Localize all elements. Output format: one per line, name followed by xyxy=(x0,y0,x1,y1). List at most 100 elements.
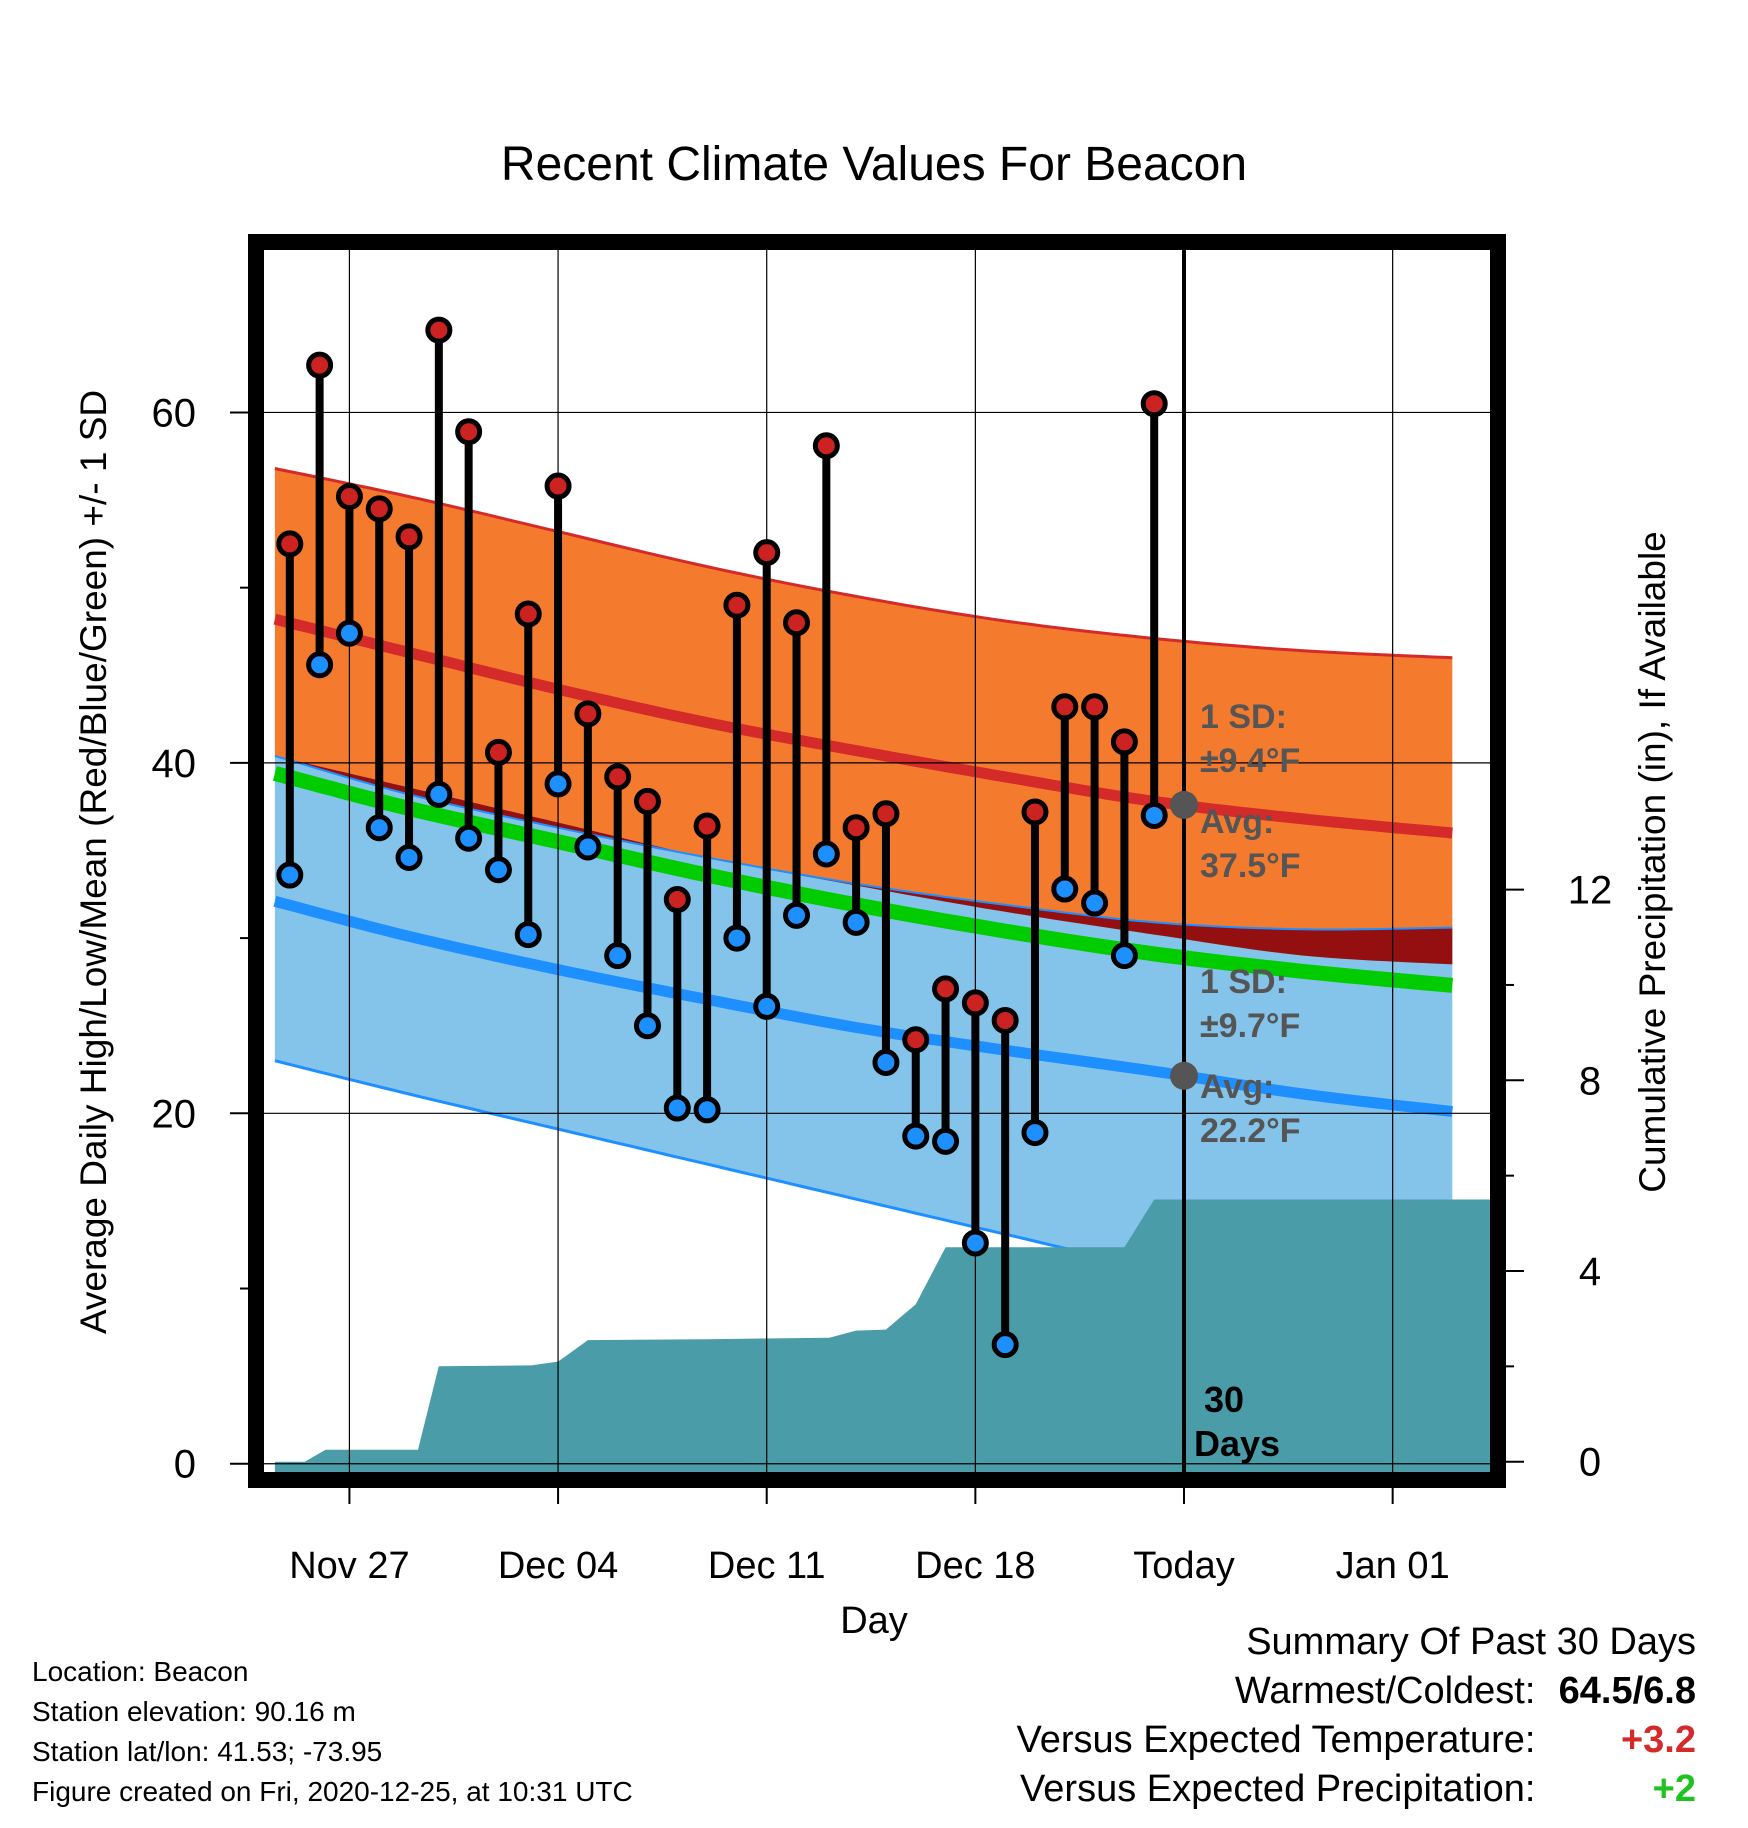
daily-high-point-15 xyxy=(723,591,751,619)
window-unit-label: Days xyxy=(1194,1423,1280,1464)
daily-high-point-23 xyxy=(961,989,989,1017)
high-sd-band xyxy=(274,468,1453,965)
daily-low-point-27 xyxy=(1081,889,1109,917)
daily-low-point-4 xyxy=(395,843,423,871)
latlon-text: Station lat/lon: 41.53; -73.95 xyxy=(32,1736,383,1767)
daily-low-point-25 xyxy=(1021,1119,1049,1147)
daily-high-point-21 xyxy=(902,1026,930,1054)
low-avg-value: 22.2°F xyxy=(1200,1112,1301,1150)
daily-high-point-0 xyxy=(276,530,304,558)
daily-high-point-10 xyxy=(574,700,602,728)
daily-high-point-7 xyxy=(484,738,512,766)
y-right-tick-label-2: 8 xyxy=(1579,1059,1601,1103)
y-left-tick-label-0: 0 xyxy=(174,1443,196,1487)
y-right-tick-label-0: 0 xyxy=(1579,1441,1601,1485)
daily-high-point-29 xyxy=(1140,390,1168,418)
daily-high-point-3 xyxy=(365,495,393,523)
created-text: Figure created on Fri, 2020-12-25, at 10… xyxy=(32,1776,633,1807)
y-axis-label-left: Average Daily High/Low/Mean (Red/Blue/Gr… xyxy=(73,390,114,1334)
daily-low-point-6 xyxy=(455,824,483,852)
high-sd-value: ±9.4°F xyxy=(1200,742,1300,780)
low-sd-label: 1 SD: xyxy=(1200,963,1287,1001)
daily-high-point-9 xyxy=(544,472,572,500)
warmest-value: 64.5/6.8 xyxy=(1558,1670,1696,1712)
temp-label: Versus Expected Temperature: xyxy=(1016,1719,1536,1761)
station-info: Location: Beacon Station elevation: 90.1… xyxy=(32,1652,633,1812)
daily-high-point-25 xyxy=(1021,798,1049,826)
summary-heading: Summary Of Past 30 Days xyxy=(1246,1621,1696,1663)
daily-low-point-10 xyxy=(574,833,602,861)
y-right-tick-label-1: 4 xyxy=(1579,1250,1601,1294)
precip-area xyxy=(274,1199,1494,1476)
daily-low-point-1 xyxy=(306,651,334,679)
daily-low-point-20 xyxy=(872,1048,900,1076)
x-tick-label-0: Nov 27 xyxy=(289,1545,409,1587)
daily-low-point-14 xyxy=(693,1096,721,1124)
y-right-tick-label-3: 12 xyxy=(1568,869,1613,913)
y-left-tick-label-3: 60 xyxy=(152,391,197,435)
warmest-label: Warmest/Coldest: xyxy=(1234,1670,1536,1712)
y-left-tick-label-2: 40 xyxy=(152,742,197,786)
elevation-text: Station elevation: 90.16 m xyxy=(32,1696,356,1727)
daily-high-point-14 xyxy=(693,812,721,840)
daily-high-point-19 xyxy=(842,814,870,842)
x-tick-label-3: Dec 18 xyxy=(915,1545,1035,1587)
daily-high-point-8 xyxy=(514,600,542,628)
daily-high-point-4 xyxy=(395,523,423,551)
temp-value: +3.2 xyxy=(1620,1719,1696,1761)
daily-low-point-24 xyxy=(991,1331,1019,1359)
daily-low-point-21 xyxy=(902,1122,930,1150)
x-axis-label: Day xyxy=(840,1600,908,1642)
precip-label: Versus Expected Precipitation: xyxy=(1020,1768,1536,1810)
low-avg-label: Avg: xyxy=(1200,1068,1274,1106)
daily-high-point-13 xyxy=(663,886,691,914)
location-text: Location: Beacon xyxy=(32,1656,249,1687)
high-sd-upper-line xyxy=(274,467,1453,660)
summary-panel: Summary Of Past 30 Days Warmest/Coldest:… xyxy=(1017,1618,1696,1814)
precip-value: +2 xyxy=(1652,1768,1696,1810)
daily-low-point-9 xyxy=(544,770,572,798)
low-sd-band xyxy=(274,755,1453,1342)
daily-low-point-17 xyxy=(783,901,811,929)
daily-high-point-2 xyxy=(335,483,363,511)
daily-low-point-2 xyxy=(335,619,363,647)
chart-title: Recent Climate Values For Beacon xyxy=(501,138,1247,191)
daily-high-point-6 xyxy=(455,418,483,446)
daily-low-point-28 xyxy=(1110,942,1138,970)
summary-warmest-row: Warmest/Coldest: 64.5/6.8 xyxy=(1017,1667,1696,1716)
daily-high-point-27 xyxy=(1081,693,1109,721)
window-count-label: 30 xyxy=(1204,1379,1244,1420)
low-avg-line xyxy=(273,895,1453,1118)
daily-high-point-12 xyxy=(633,787,661,815)
high-avg-label: Avg: xyxy=(1200,803,1274,841)
daily-low-point-7 xyxy=(484,856,512,884)
x-tick-label-5: Jan 01 xyxy=(1336,1545,1450,1587)
daily-high-point-11 xyxy=(604,763,632,791)
daily-low-point-23 xyxy=(961,1229,989,1257)
daily-low-point-5 xyxy=(425,780,453,808)
y-left-tick-label-1: 20 xyxy=(152,1092,197,1136)
daily-low-point-13 xyxy=(663,1094,691,1122)
x-tick-label-1: Dec 04 xyxy=(498,1545,618,1587)
plot-frame xyxy=(248,234,1506,1488)
high-sd-label: 1 SD: xyxy=(1200,698,1287,736)
daily-high-point-20 xyxy=(872,800,900,828)
daily-high-point-18 xyxy=(812,432,840,460)
daily-low-point-16 xyxy=(753,992,781,1020)
daily-low-point-26 xyxy=(1051,875,1079,903)
today-high-normal-marker xyxy=(1170,790,1199,819)
daily-high-point-1 xyxy=(306,351,334,379)
daily-low-point-22 xyxy=(932,1127,960,1155)
summary-temp-row: Versus Expected Temperature: +3.2 xyxy=(1017,1716,1696,1765)
daily-high-point-22 xyxy=(932,975,960,1003)
x-tick-label-4: Today xyxy=(1133,1545,1234,1587)
daily-low-point-0 xyxy=(276,861,304,889)
daily-high-point-16 xyxy=(753,539,781,567)
daily-low-point-15 xyxy=(723,924,751,952)
daily-high-point-5 xyxy=(425,316,453,344)
sd-overlap-band xyxy=(274,755,1453,965)
x-tick-label-2: Dec 11 xyxy=(708,1545,826,1587)
y-axis-label-right: Cumulative Precipitation (in), If Availa… xyxy=(1632,531,1673,1193)
daily-low-point-12 xyxy=(633,1012,661,1040)
